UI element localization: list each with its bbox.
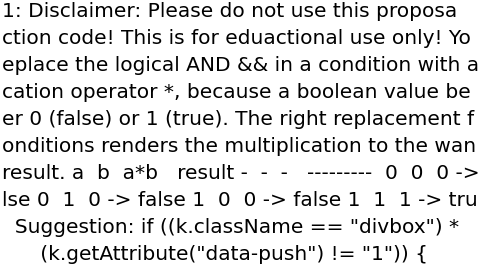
Text: onditions renders the multiplication to the wan: onditions renders the multiplication to …: [2, 137, 476, 156]
Text: er 0 (false) or 1 (true). The right replacement f: er 0 (false) or 1 (true). The right repl…: [2, 110, 474, 129]
Text: eplace the logical AND && in a condition with a: eplace the logical AND && in a condition…: [2, 56, 479, 75]
Text: lse 0  1  0 -> false 1  0  0 -> false 1  1  1 -> tru: lse 0 1 0 -> false 1 0 0 -> false 1 1 1 …: [2, 191, 478, 210]
Text: ction code! This is for eduactional use only! Yo: ction code! This is for eduactional use …: [2, 29, 471, 48]
Text: Suggestion: if ((k.className == "divbox") *: Suggestion: if ((k.className == "divbox"…: [2, 218, 459, 237]
Text: result. a  b  a*b   result -  -  -   ---------  0  0  0 ->: result. a b a*b result - - - --------- 0…: [2, 164, 480, 183]
Text: cation operator *, because a boolean value be: cation operator *, because a boolean val…: [2, 83, 471, 102]
Text: 1: Disclaimer: Please do not use this proposa: 1: Disclaimer: Please do not use this pr…: [2, 2, 457, 21]
Text: (k.getAttribute("data-push") != "1")) {: (k.getAttribute("data-push") != "1")) {: [2, 245, 428, 264]
